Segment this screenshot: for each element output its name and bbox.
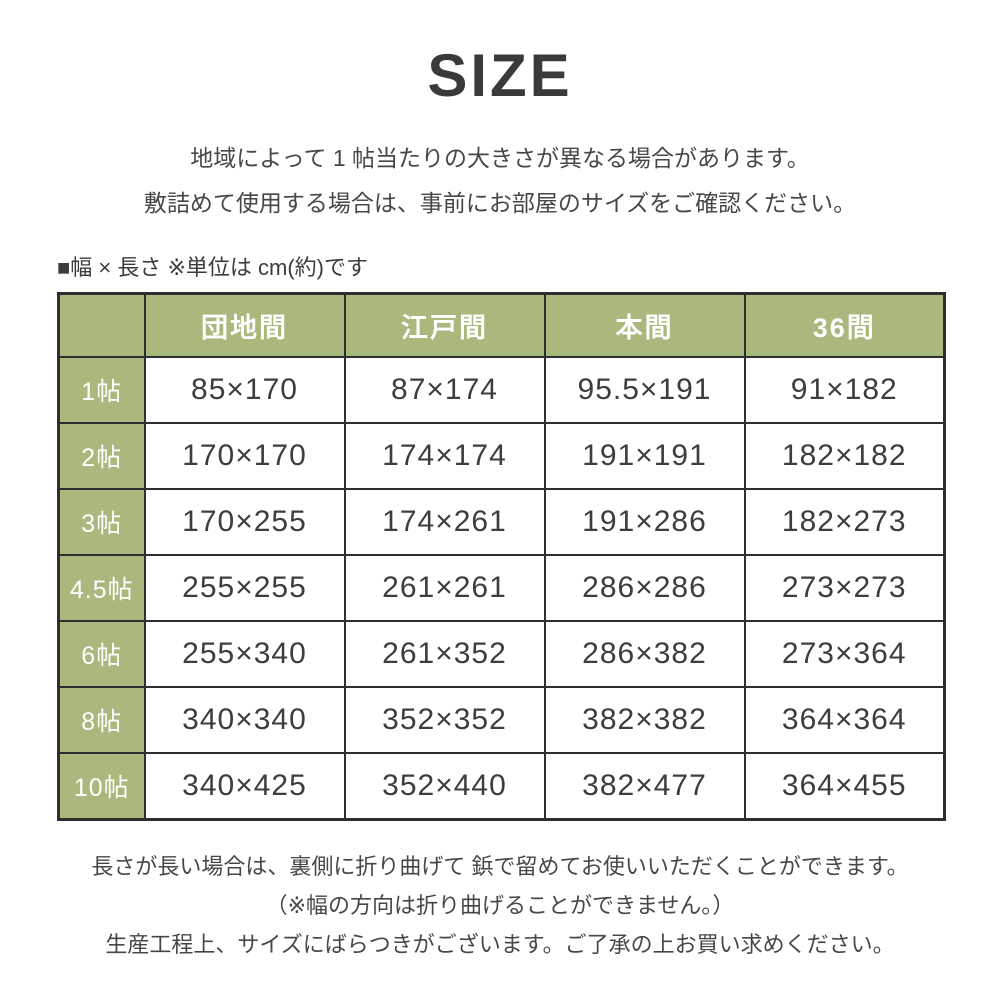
table-row: 3帖 170×255 174×261 191×286 182×273 <box>57 488 946 556</box>
table-row: 2帖 170×170 174×174 191×191 182×182 <box>57 422 946 490</box>
size-cell: 174×174 <box>343 422 546 490</box>
size-cell: 340×425 <box>143 752 346 820</box>
size-table: 団地間 江戸間 本間 36間 1帖 85×170 87×174 95.5×191 91×… <box>57 292 946 821</box>
size-cell: 191×286 <box>543 488 746 556</box>
size-table-header: 団地間 江戸間 本間 36間 <box>57 292 946 358</box>
size-cell: 255×255 <box>143 554 346 622</box>
size-cell: 364×455 <box>743 752 946 820</box>
footer-note-2: （※幅の方向は折り曲げることができません。） <box>265 892 735 918</box>
row-label: 3帖 <box>57 488 146 556</box>
col-header-edoma: 江戸間 <box>343 292 546 358</box>
size-cell: 286×382 <box>543 620 746 688</box>
col-header-honma: 本間 <box>543 292 746 358</box>
size-unit-note: ■幅 × 長さ ※単位は cm(約)です <box>57 255 368 280</box>
table-row: 6帖 255×340 261×352 286×382 273×364 <box>57 620 946 688</box>
row-label: 2帖 <box>57 422 146 490</box>
table-row: 4.5帖 255×255 261×261 286×286 273×273 <box>57 554 946 622</box>
size-cell: 352×352 <box>343 686 546 754</box>
size-cell: 87×174 <box>343 356 546 424</box>
row-label: 1帖 <box>57 356 146 424</box>
table-row: 10帖 340×425 352×440 382×477 364×455 <box>57 752 946 820</box>
size-cell: 191×191 <box>543 422 746 490</box>
row-label: 10帖 <box>57 752 146 820</box>
row-label: 8帖 <box>57 686 146 754</box>
footer-note-3: 生産工程上、サイズにばらつきがございます。ご了承の上お買い求めください。 <box>105 931 895 957</box>
size-cell: 261×261 <box>343 554 546 622</box>
footer-note-1: 長さが長い場合は、裏側に折り曲げて 鋲で留めてお使いいただくことができます。 <box>91 853 909 879</box>
table-row: 8帖 340×340 352×352 382×382 364×364 <box>57 686 946 754</box>
size-cell: 382×382 <box>543 686 746 754</box>
size-cell: 91×182 <box>743 356 946 424</box>
size-cell: 95.5×191 <box>543 356 746 424</box>
size-cell: 261×352 <box>343 620 546 688</box>
size-cell: 85×170 <box>143 356 346 424</box>
intro-text: 地域によって 1 帖当たりの大きさが異なる場合があります。 敷詰めて使用する場合… <box>0 136 1000 226</box>
size-cell: 273×273 <box>743 554 946 622</box>
table-row: 1帖 85×170 87×174 95.5×191 91×182 <box>57 356 946 424</box>
size-cell: 340×340 <box>143 686 346 754</box>
col-header-danchima: 団地間 <box>143 292 346 358</box>
size-cell: 382×477 <box>543 752 746 820</box>
size-cell: 170×170 <box>143 422 346 490</box>
row-label: 4.5帖 <box>57 554 146 622</box>
header-row: 団地間 江戸間 本間 36間 <box>57 292 946 358</box>
size-table-body: 1帖 85×170 87×174 95.5×191 91×182 2帖 170×170 174… <box>57 356 946 820</box>
size-cell: 182×182 <box>743 422 946 490</box>
size-cell: 273×364 <box>743 620 946 688</box>
size-cell: 170×255 <box>143 488 346 556</box>
size-cell: 364×364 <box>743 686 946 754</box>
size-cell: 174×261 <box>343 488 546 556</box>
intro-line-2: 敷詰めて使用する場合は、事前にお部屋のサイズをご確認ください。 <box>143 190 857 216</box>
page-title: SIZE <box>427 42 573 109</box>
footer-notes: 長さが長い場合は、裏側に折り曲げて 鋲で留めてお使いいただくことができます。 （… <box>0 847 1000 964</box>
size-cell: 286×286 <box>543 554 746 622</box>
size-cell: 255×340 <box>143 620 346 688</box>
row-label: 6帖 <box>57 620 146 688</box>
col-header-36ma: 36間 <box>743 292 946 358</box>
size-cell: 352×440 <box>343 752 546 820</box>
corner-cell <box>57 292 146 358</box>
size-cell: 182×273 <box>743 488 946 556</box>
intro-line-1: 地域によって 1 帖当たりの大きさが異なる場合があります。 <box>190 145 810 171</box>
